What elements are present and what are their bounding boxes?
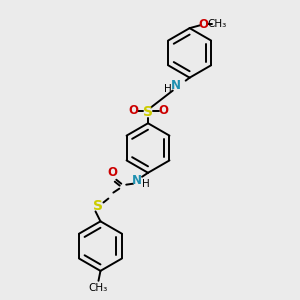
Text: O: O bbox=[158, 104, 168, 117]
Text: N: N bbox=[171, 79, 181, 92]
Text: O: O bbox=[107, 166, 117, 179]
Text: S: S bbox=[143, 105, 153, 119]
Text: H: H bbox=[164, 84, 172, 94]
Text: O: O bbox=[128, 104, 138, 117]
Text: S: S bbox=[94, 200, 103, 214]
Text: N: N bbox=[132, 174, 142, 187]
Text: H: H bbox=[142, 179, 150, 189]
Text: CH₃: CH₃ bbox=[208, 19, 227, 29]
Text: O: O bbox=[199, 18, 208, 31]
Text: CH₃: CH₃ bbox=[89, 283, 108, 293]
